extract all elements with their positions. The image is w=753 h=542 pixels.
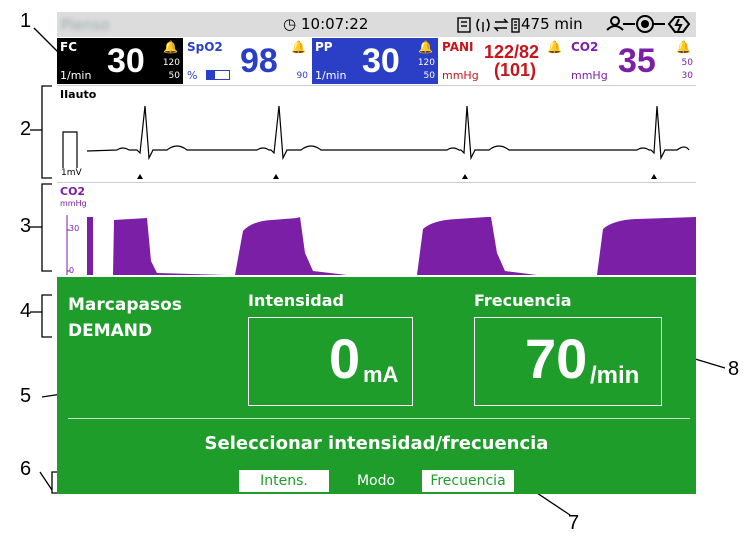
- softkey-frecuencia[interactable]: Frecuencia: [422, 470, 514, 492]
- pp-limit-high: 120: [417, 58, 435, 68]
- tile-spo2[interactable]: SpO2 98 🔔 90 %: [184, 38, 311, 84]
- battery-time: 475 min: [521, 15, 583, 33]
- status-bar: Pienso ◷ 10:07:22 475 min: [57, 12, 696, 37]
- tile-pani[interactable]: PANI 122/82 (101) 🔔 mmHg: [439, 38, 567, 84]
- callout-8: 8: [728, 358, 740, 380]
- panel-divider: [68, 418, 690, 419]
- perfusion-bar: [206, 70, 230, 80]
- intensity-unit: mA: [363, 362, 399, 387]
- co2-limit-high: 50: [681, 58, 693, 68]
- frequency-label: Frecuencia: [474, 291, 572, 310]
- pani-unit: mmHg: [442, 69, 479, 82]
- fc-value: 30: [107, 42, 145, 80]
- callout-2: 2: [20, 118, 32, 140]
- intensity-value: 0: [329, 327, 361, 390]
- co2-wave-area: CO2 mmHg 30 0: [57, 182, 696, 277]
- spo2-label: SpO2: [187, 40, 223, 54]
- alarm-bell-icon: 🔔: [676, 40, 691, 54]
- fc-label: FC: [60, 40, 78, 54]
- patient-name: Pienso: [61, 16, 110, 34]
- co2-unit: mmHg: [571, 69, 608, 82]
- pp-label: PP: [315, 40, 333, 54]
- pacer-title: Marcapasos: [68, 295, 182, 315]
- co2-label: CO2: [571, 40, 599, 54]
- frequency-unit: /min: [590, 362, 640, 389]
- pacer-mode: DEMAND: [68, 321, 153, 341]
- alarm-bell-icon: 🔔: [418, 40, 433, 54]
- co2-wave-unit: mmHg: [60, 199, 87, 208]
- alarm-bell-icon: 🔔: [547, 40, 562, 54]
- pp-unit: 1/min: [315, 69, 347, 82]
- alarm-bell-icon: 🔔: [163, 40, 178, 54]
- pp-value: 30: [362, 42, 400, 80]
- clock-time: 10:07:22: [301, 15, 369, 33]
- paddle-status-icons: [606, 15, 691, 33]
- pp-limit-low: 50: [423, 71, 435, 81]
- frequency-value: 70: [525, 327, 588, 390]
- softkey-modo[interactable]: Modo: [356, 473, 396, 489]
- ecg-cal-label: 1mV: [61, 168, 82, 178]
- co2-limit-low: 30: [681, 71, 693, 81]
- connectivity-icons: [457, 17, 520, 33]
- co2-trace: [66, 215, 696, 275]
- spo2-unit: %: [187, 69, 198, 82]
- co2-wave-label: CO2: [60, 185, 86, 198]
- pani-mean: (101): [494, 60, 537, 80]
- callout-4: 4: [20, 300, 32, 322]
- callout-6: 6: [20, 458, 32, 480]
- co2-value: 35: [618, 42, 656, 80]
- pani-label: PANI: [442, 40, 474, 54]
- spo2-limit-low: 90: [296, 71, 308, 81]
- ecg-wave-area: IIauto 1mV: [57, 85, 696, 182]
- tile-co2[interactable]: CO2 35 🔔 50 30 mmHg: [568, 38, 696, 84]
- callout-5: 5: [20, 385, 32, 407]
- tile-pp[interactable]: PP 30 🔔 120 50 1/min: [312, 38, 438, 84]
- pani-value: 122/82: [484, 42, 540, 62]
- alarm-bell-icon: 🔔: [291, 40, 306, 54]
- pacer-panel: Marcapasos DEMAND Intensidad 0 mA Frecue…: [57, 277, 696, 494]
- fc-unit: 1/min: [60, 69, 92, 82]
- spo2-value: 98: [240, 42, 278, 80]
- co2-tick-0: 0: [69, 266, 75, 275]
- co2-tick-30: 30: [69, 224, 80, 233]
- callout-1: 1: [20, 10, 32, 32]
- fc-limit-low: 50: [168, 71, 180, 81]
- clock-icon: ◷: [283, 15, 297, 33]
- fc-limit-high: 120: [162, 58, 180, 68]
- frequency-box[interactable]: 70 /min: [474, 317, 662, 406]
- intensity-box[interactable]: 0 mA: [248, 317, 413, 406]
- tile-fc[interactable]: FC 30 🔔 120 50 1/min: [57, 38, 183, 84]
- callout-7: 7: [568, 512, 580, 534]
- intensity-label: Intensidad: [248, 291, 344, 310]
- ecg-trace: [62, 105, 690, 179]
- softkey-intens[interactable]: Intens.: [239, 470, 329, 492]
- callout-3: 3: [20, 215, 32, 237]
- instruction-text: Seleccionar intensidad/frecuencia: [204, 433, 549, 454]
- ecg-lead-label: IIauto: [60, 88, 97, 101]
